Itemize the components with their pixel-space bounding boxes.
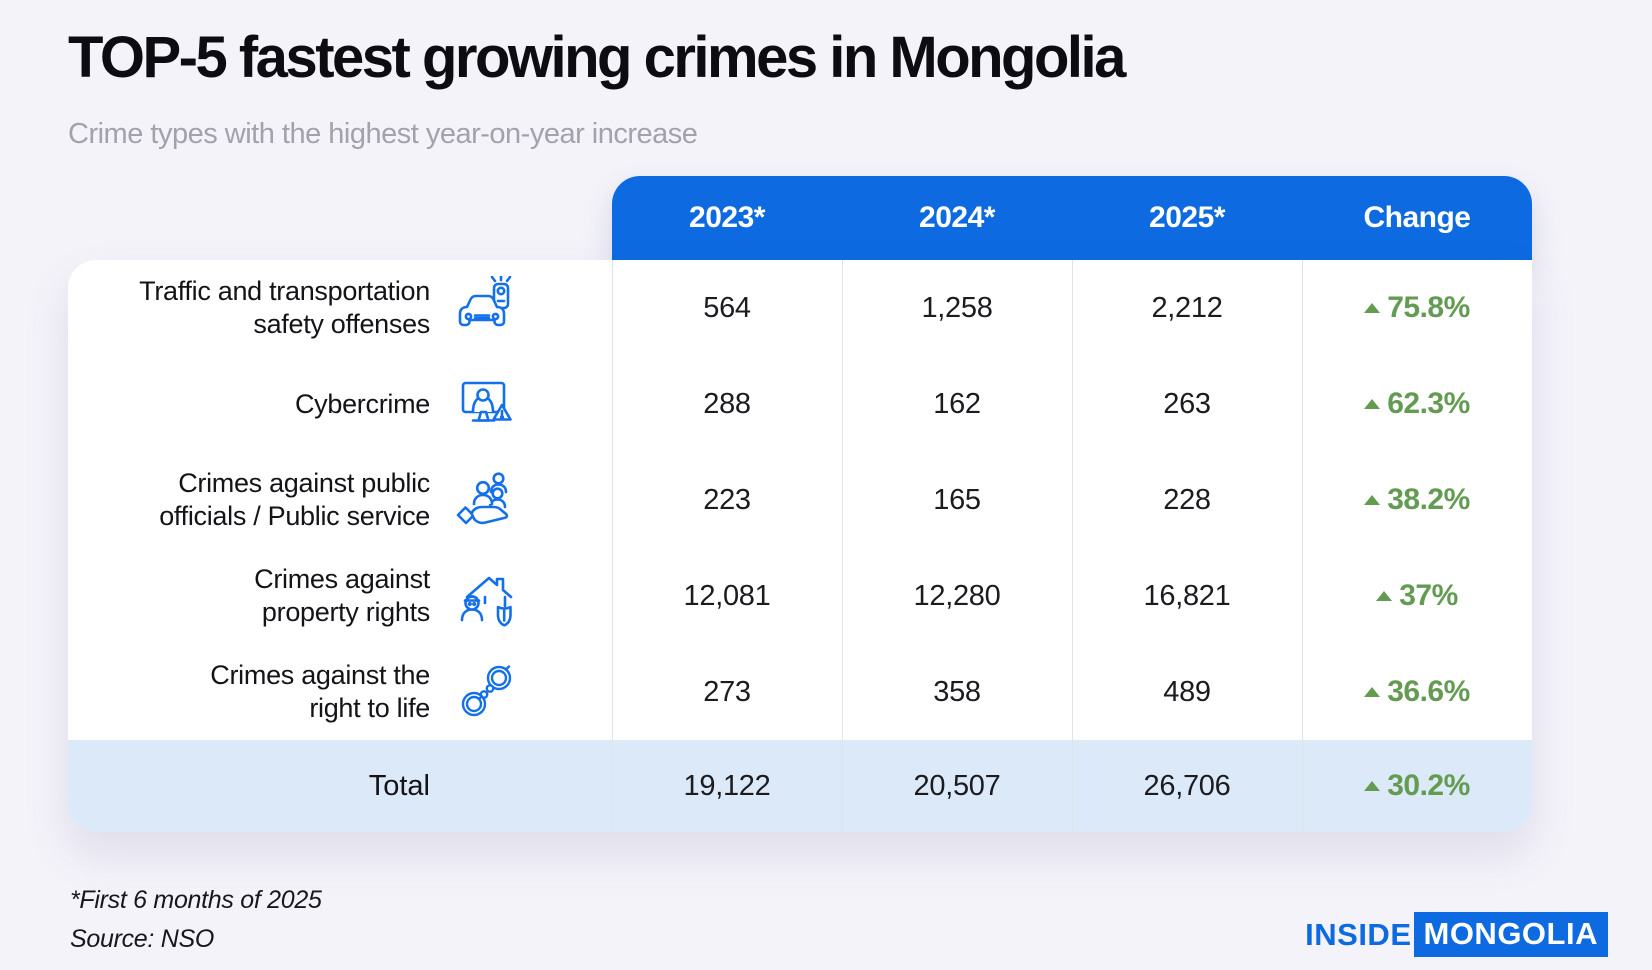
total-value-2023: 19,122 bbox=[683, 769, 771, 802]
change-value: 38.2% bbox=[1302, 452, 1532, 548]
logo-mongolia: MONGOLIA bbox=[1413, 912, 1608, 957]
column-divider bbox=[1072, 260, 1073, 832]
value-2025: 263 bbox=[1163, 387, 1211, 420]
page-title: TOP-5 fastest growing crimes in Mongolia bbox=[68, 25, 1126, 90]
value-2023: 288 bbox=[703, 387, 751, 420]
crime-type-label: Traffic and transportation safety offens… bbox=[139, 276, 430, 339]
handcuffs-icon bbox=[461, 665, 512, 717]
column-header-2023: 2023* bbox=[689, 201, 765, 234]
crime-type-label: Crimes against public officials / Public… bbox=[159, 468, 430, 531]
value-2023: 564 bbox=[703, 291, 751, 324]
value-2023: 273 bbox=[703, 675, 751, 708]
column-header-2024: 2024* bbox=[919, 201, 995, 234]
source: Source: NSO bbox=[70, 925, 214, 953]
change-value: 37% bbox=[1302, 548, 1532, 644]
value-2023: 223 bbox=[703, 483, 751, 516]
crime-type-label: Crimes against the right to life bbox=[210, 660, 430, 723]
change-value: 36.6% bbox=[1302, 644, 1532, 740]
change-value: 75.8% bbox=[1302, 260, 1532, 356]
up-arrow-icon bbox=[1364, 687, 1381, 697]
value-2025: 16,821 bbox=[1143, 579, 1231, 612]
value-2023: 12,081 bbox=[683, 579, 771, 612]
table-row: Cybercrime 288 162 263 62.3% bbox=[68, 356, 1532, 452]
up-arrow-icon bbox=[1364, 303, 1381, 313]
change-value: 62.3% bbox=[1302, 356, 1532, 452]
value-2024: 162 bbox=[933, 387, 981, 420]
logo-inside: INSIDE bbox=[1305, 916, 1412, 952]
public-service-icon bbox=[456, 472, 509, 525]
crime-table: Traffic and transportation safety offens… bbox=[68, 260, 1532, 832]
column-divider bbox=[842, 260, 843, 832]
cybercrime-icon bbox=[461, 381, 512, 422]
table-row: Crimes against the right to life 273 358… bbox=[68, 644, 1532, 740]
total-change: 30.2% bbox=[1302, 740, 1532, 832]
value-2024: 12,280 bbox=[913, 579, 1001, 612]
up-arrow-icon bbox=[1364, 399, 1381, 409]
value-2025: 228 bbox=[1163, 483, 1211, 516]
car-traffic-icon bbox=[458, 276, 512, 327]
total-value-2024: 20,507 bbox=[913, 769, 1001, 802]
value-2025: 2,212 bbox=[1151, 291, 1223, 324]
page-subtitle: Crime types with the highest year-on-yea… bbox=[68, 118, 698, 150]
value-2024: 165 bbox=[933, 483, 981, 516]
total-label: Total bbox=[368, 769, 430, 802]
table-row: Traffic and transportation safety offens… bbox=[68, 260, 1532, 356]
inside-mongolia-logo: INSIDE MONGOLIA bbox=[1305, 912, 1608, 957]
value-2024: 358 bbox=[933, 675, 981, 708]
value-2024: 1,258 bbox=[921, 291, 993, 324]
table-row: Crimes against public officials / Public… bbox=[68, 452, 1532, 548]
crime-type-label: Crimes against property rights bbox=[254, 564, 430, 627]
table-header: 2023* 2024* 2025* Change bbox=[612, 176, 1532, 260]
column-divider bbox=[612, 260, 613, 832]
value-2025: 489 bbox=[1163, 675, 1211, 708]
up-arrow-icon bbox=[1364, 495, 1381, 505]
column-header-2025: 2025* bbox=[1149, 201, 1225, 234]
up-arrow-icon bbox=[1364, 781, 1381, 791]
property-rights-icon bbox=[460, 576, 513, 627]
table-row: Crimes against property rights 12,081 12… bbox=[68, 548, 1532, 644]
total-row: Total 19,122 20,507 26,706 30.2% bbox=[68, 740, 1532, 832]
column-header-change: Change bbox=[1363, 201, 1471, 234]
footnote: *First 6 months of 2025 bbox=[70, 886, 322, 914]
column-divider bbox=[1302, 260, 1303, 832]
table-body-rows: Traffic and transportation safety offens… bbox=[68, 260, 1532, 740]
crime-type-label: Cybercrime bbox=[294, 388, 430, 419]
up-arrow-icon bbox=[1376, 591, 1393, 601]
total-value-2025: 26,706 bbox=[1143, 769, 1231, 802]
